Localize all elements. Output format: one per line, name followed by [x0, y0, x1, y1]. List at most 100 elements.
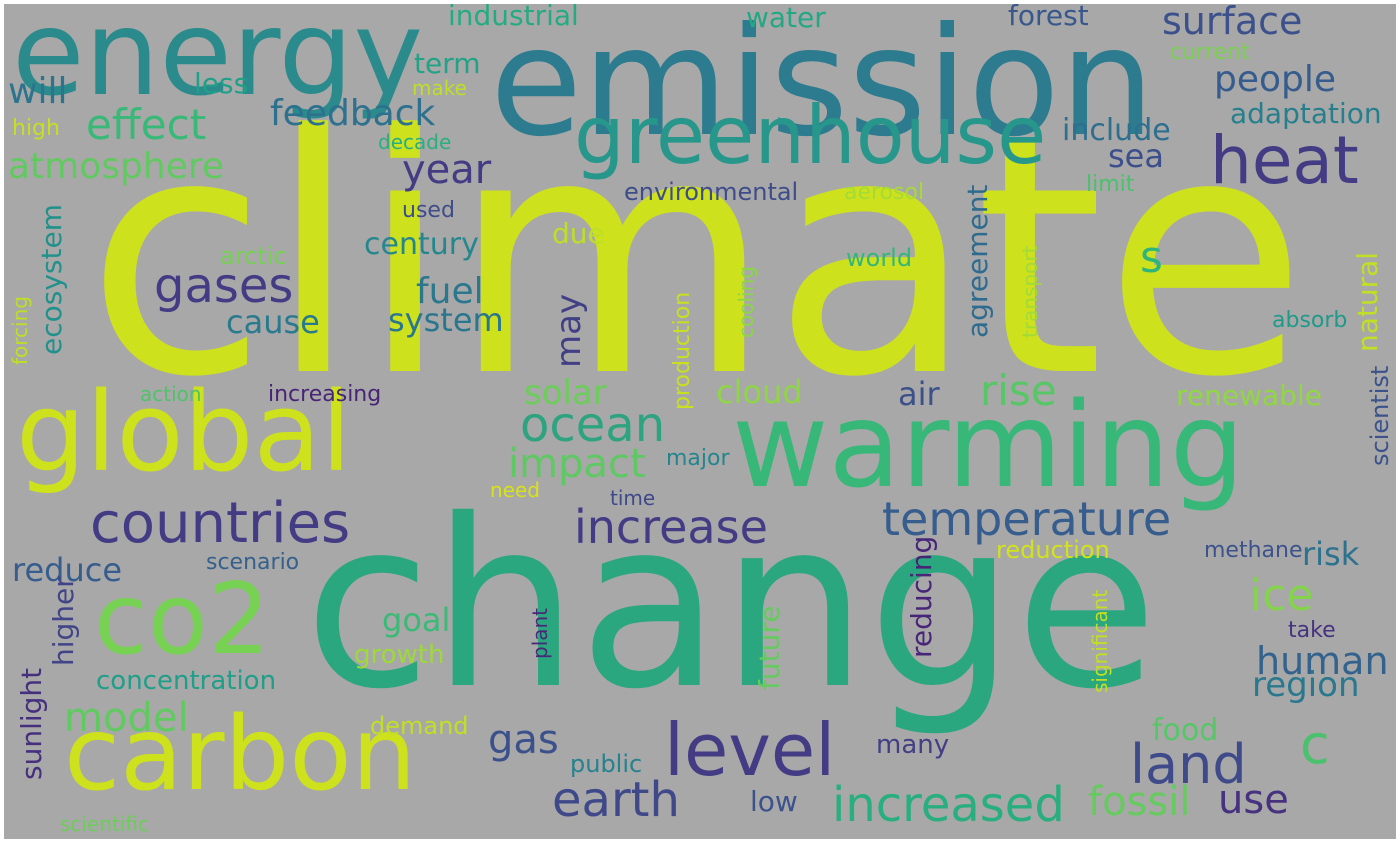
word-temperature: temperature: [882, 492, 1172, 546]
word-model: model: [64, 695, 189, 741]
word-used: used: [402, 198, 455, 223]
word-rise: rise: [980, 366, 1057, 415]
word-growth: growth: [354, 640, 445, 670]
word-ocean: ocean: [520, 397, 666, 453]
word-gases: gases: [154, 258, 294, 314]
word-cause: cause: [226, 303, 320, 341]
word-aerosol: aerosol: [844, 180, 925, 205]
word-cooling: cooling: [734, 266, 758, 338]
word-goal: goal: [382, 601, 451, 639]
word-ice: ice: [1250, 570, 1314, 621]
word-fossil: fossil: [1088, 779, 1191, 825]
word-gas: gas: [488, 717, 559, 763]
word-effect: effect: [86, 100, 207, 149]
word-warming: warming: [732, 376, 1245, 514]
word-system: system: [388, 301, 504, 339]
word-century: century: [364, 227, 479, 262]
word-natural: natural: [1351, 251, 1384, 352]
word-year: year: [402, 147, 492, 193]
word-scientist: scientist: [1366, 365, 1394, 466]
word-global: global: [16, 368, 352, 496]
word-region: region: [1252, 665, 1360, 705]
word-sea: sea: [1108, 137, 1164, 175]
word-forcing: forcing: [8, 296, 32, 365]
word-solar: solar: [524, 373, 607, 413]
word-arctic: arctic: [220, 242, 287, 270]
word-environmental: environmental: [624, 178, 799, 206]
word-decade: decade: [378, 130, 452, 154]
word-world: world: [846, 244, 913, 272]
word-due: due: [552, 217, 605, 250]
word-will: will: [8, 71, 68, 112]
word-carbon: carbon: [64, 695, 417, 814]
word-land: land: [1130, 733, 1247, 796]
word-many: many: [876, 730, 950, 760]
word-increase: increase: [574, 500, 768, 554]
word-increasing: increasing: [268, 382, 382, 407]
word-need: need: [490, 478, 540, 502]
word-make: make: [412, 76, 467, 100]
word-countries: countries: [90, 491, 351, 556]
word-ecosystem: ecosystem: [35, 204, 68, 355]
word-significant: significant: [1088, 589, 1112, 693]
word-major: major: [666, 446, 730, 471]
word-scenario: scenario: [206, 550, 300, 575]
word-scientific: scientific: [60, 812, 149, 836]
word-heat: heat: [1210, 122, 1359, 199]
word-atmosphere: atmosphere: [8, 146, 224, 187]
word-risk: risk: [1302, 535, 1360, 573]
word-co2: co2: [94, 563, 271, 677]
word-c: c: [1300, 713, 1330, 776]
word-people: people: [1214, 59, 1337, 100]
word-low: low: [750, 785, 798, 818]
word-earth: earth: [552, 772, 680, 828]
word-greenhouse: greenhouse: [574, 89, 1047, 182]
word-absorb: absorb: [1272, 308, 1348, 333]
word-may: may: [549, 293, 589, 368]
word-fuel: fuel: [416, 271, 484, 312]
word-methane: methane: [1204, 538, 1303, 563]
word-increased: increased: [832, 777, 1065, 833]
word-cloud: cloud: [716, 373, 803, 411]
word-climate: climate: [86, 65, 1307, 449]
word-future: future: [753, 605, 786, 690]
word-plant: plant: [528, 607, 552, 659]
word-less: less: [194, 67, 249, 100]
word-energy: energy: [12, 4, 424, 122]
word-change: change: [304, 470, 1158, 740]
word-air: air: [898, 375, 940, 413]
word-public: public: [570, 750, 643, 778]
word-forest: forest: [1008, 4, 1089, 32]
word-cloud: climate change emission warming energy global…: [4, 4, 1396, 839]
word-renewable: renewable: [1176, 379, 1322, 412]
word-industrial: industrial: [448, 4, 579, 32]
word-action: action: [140, 382, 202, 406]
word-impact: impact: [508, 441, 646, 487]
word-reduce: reduce: [12, 551, 123, 589]
word-emission: emission: [490, 4, 1155, 170]
word-high: high: [12, 116, 60, 141]
word-concentration: concentration: [96, 666, 277, 696]
word-sunlight: sunlight: [15, 667, 48, 780]
word-production: production: [670, 291, 695, 410]
word-term: term: [414, 47, 481, 80]
word-take: take: [1288, 618, 1336, 643]
word-feedback: feedback: [270, 93, 436, 134]
word-food: food: [1152, 713, 1219, 748]
word-current: current: [1170, 40, 1250, 65]
word-level: level: [664, 708, 836, 792]
word-limit: limit: [1086, 172, 1135, 197]
word-demand: demand: [370, 712, 469, 740]
word-use: use: [1218, 777, 1289, 823]
word-water: water: [746, 4, 826, 34]
word-time: time: [610, 486, 656, 510]
word-reduction: reduction: [996, 536, 1110, 564]
word-agreement: agreement: [961, 184, 994, 338]
word-human: human: [1256, 639, 1389, 683]
word-transport: transport: [1018, 245, 1042, 338]
word-adaptation: adaptation: [1230, 97, 1382, 130]
word-s: s: [1140, 232, 1163, 283]
word-reducing: reducing: [905, 535, 938, 658]
word-include: include: [1062, 113, 1171, 148]
